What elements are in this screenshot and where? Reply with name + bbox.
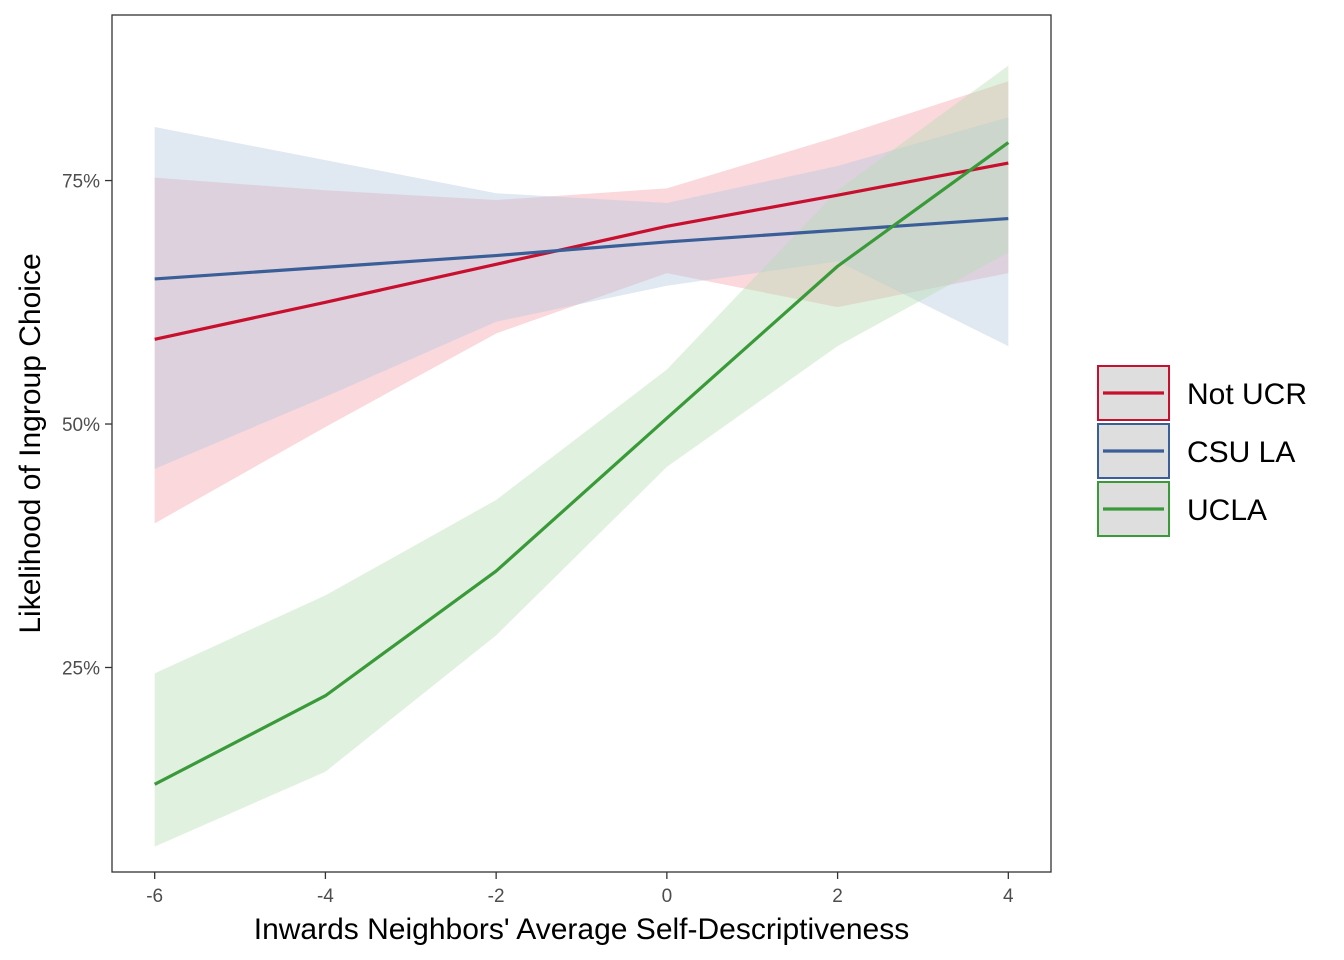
csu-la-line	[154, 216, 1009, 281]
legend-item-ucla: UCLA	[1097, 481, 1267, 537]
legend-item-csu-la: CSU LA	[1097, 423, 1295, 479]
plot-panel-border	[111, 14, 1052, 873]
legend-label: CSU LA	[1187, 436, 1295, 469]
x-tick-label: -2	[488, 886, 505, 907]
legend-label: Not UCR	[1187, 378, 1307, 411]
legend-item-not-ucr: Not UCR	[1097, 365, 1307, 421]
x-axis-title: Inwards Neighbors' Average Self-Descript…	[254, 913, 910, 946]
not-ucr-line	[154, 161, 1009, 341]
y-tick-label: 75%	[62, 172, 100, 193]
x-tick-label: 4	[1003, 886, 1014, 907]
ucla-confidence-band	[154, 65, 1009, 847]
x-tick-label: 2	[832, 886, 843, 907]
y-tick-label: 25%	[62, 658, 100, 679]
ucla-line	[153, 141, 1010, 786]
x-tick-label: -6	[146, 886, 163, 907]
x-tick-label: 0	[662, 886, 673, 907]
series-lines	[153, 141, 1010, 786]
legend: Not UCR CSU LA UCLA	[1097, 365, 1307, 537]
csu-la-confidence-band	[154, 117, 1009, 469]
x-axis: -6 -4 -2 0 2 4	[146, 872, 1014, 907]
y-axis: 25% 50% 75%	[62, 172, 112, 679]
legend-label: UCLA	[1187, 494, 1267, 527]
not-ucr-confidence-band	[154, 81, 1009, 524]
x-tick-label: -4	[317, 886, 334, 907]
y-axis-title: Likelihood of Ingroup Choice	[14, 253, 47, 633]
confidence-bands	[154, 65, 1009, 847]
y-tick-label: 50%	[62, 415, 100, 436]
